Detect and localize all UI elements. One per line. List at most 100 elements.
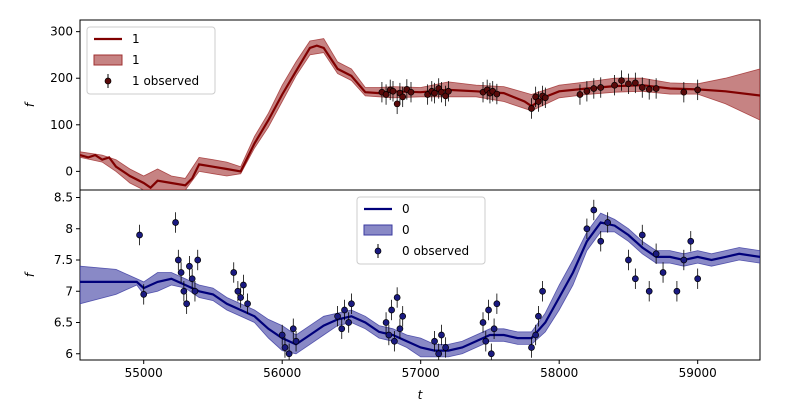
top-observed-point — [431, 89, 438, 97]
bottom-x-tick-label: 58000 — [540, 366, 578, 380]
top-legend-label: 1 — [132, 53, 140, 67]
top-observed-point — [438, 88, 445, 96]
bottom-observed-point — [382, 319, 390, 326]
bottom-observed-point — [285, 350, 293, 358]
top-observed-point — [611, 81, 618, 89]
top-series-group — [80, 38, 760, 190]
top-observed-point — [680, 88, 688, 96]
bottom-observed-point — [289, 325, 297, 333]
bottom-observed-point — [334, 312, 341, 320]
bottom-observed-point — [482, 337, 490, 345]
bottom-observed-point — [385, 331, 393, 339]
bottom-observed-point — [140, 291, 148, 298]
top-observed-point — [583, 87, 591, 95]
bottom-x-tick-label: 59000 — [679, 366, 717, 380]
bottom-observed-point — [652, 250, 660, 258]
top-observed-point — [535, 98, 542, 105]
bottom-observed-point — [348, 300, 355, 308]
bottom-x-tick-label: 56000 — [263, 366, 301, 380]
bottom-observed-point — [172, 219, 179, 226]
bottom-observed-point — [645, 287, 653, 295]
bottom-observed-point — [188, 275, 196, 283]
bottom-observed-point — [528, 344, 535, 351]
bottom-observed-point — [479, 319, 487, 326]
bottom-y-tick-label: 8.5 — [54, 191, 73, 205]
bottom-observed-point — [338, 325, 346, 333]
bottom-x-tick-label: 55000 — [125, 366, 163, 380]
bottom-legend-point-swatch — [374, 247, 382, 255]
top-observed-point — [652, 85, 660, 92]
top-fit-line — [80, 44, 760, 190]
bottom-observed-point — [281, 344, 289, 351]
top-observed-point — [618, 77, 625, 84]
bottom-observed-point — [583, 225, 591, 233]
bottom-x-tick-label: 57000 — [402, 366, 440, 380]
bottom-observed-point — [341, 306, 348, 314]
top-y-tick-label: 0 — [65, 164, 73, 178]
top-legend-label: 1 observed — [132, 74, 199, 88]
bottom-observed-point — [278, 331, 286, 339]
bottom-y-axis-label: f — [23, 271, 37, 277]
bottom-observed-point — [191, 287, 199, 295]
bottom-observed-point — [388, 306, 395, 314]
bottom-y-tick-label: 7.5 — [54, 253, 73, 267]
top-observed-point — [625, 80, 632, 88]
bottom-observed-point — [438, 331, 445, 339]
bottom-observed-point — [186, 262, 193, 270]
bottom-observed-point — [230, 269, 238, 276]
bottom-observed-point — [532, 331, 539, 339]
top-legend-label: 1 — [132, 32, 140, 46]
bottom-observed-point — [487, 350, 495, 358]
top-observed-point — [632, 79, 639, 87]
top-observed-point — [638, 84, 646, 91]
bottom-observed-point — [638, 231, 646, 239]
bottom-observed-point — [244, 300, 251, 308]
bottom-observed-point — [174, 256, 182, 264]
top-observed-point — [393, 100, 401, 108]
bottom-observed-point — [399, 312, 407, 320]
top-observed-point — [528, 105, 535, 112]
bottom-observed-point — [435, 350, 443, 358]
top-y-tick-label: 300 — [50, 25, 73, 39]
top-observed-point — [694, 86, 702, 94]
bottom-observed-point — [687, 237, 695, 245]
bottom-observed-point — [485, 306, 492, 314]
bottom-observed-point — [393, 294, 401, 301]
bottom-legend-label: 0 observed — [402, 244, 469, 258]
top-y-axis-label: f — [23, 101, 37, 107]
bottom-series-group — [80, 199, 760, 360]
top-observed-point — [576, 91, 584, 98]
top-legend-band-swatch — [93, 54, 123, 66]
bottom-observed-point — [632, 275, 639, 283]
bottom-observed-point — [194, 256, 202, 264]
top-observed-point — [645, 86, 653, 93]
top-observed-point — [597, 84, 605, 91]
bottom-y-tick-label: 8 — [65, 222, 73, 236]
bottom-observed-point — [396, 325, 404, 333]
bottom-observed-point — [345, 319, 353, 326]
bottom-observed-point — [442, 344, 449, 351]
bottom-y-tick-label: 7 — [65, 284, 73, 298]
top-legend-point-swatch — [104, 77, 112, 85]
bottom-legend-label: 0 — [402, 223, 410, 237]
bottom-observed-point — [590, 206, 598, 214]
bottom-observed-point — [136, 231, 143, 239]
x-axis-label: t — [418, 388, 424, 400]
bottom-observed-point — [680, 256, 688, 264]
bottom-fit-line — [80, 221, 760, 352]
bottom-observed-point — [240, 281, 247, 289]
top-observed-point — [389, 87, 397, 95]
bottom-observed-point — [490, 325, 498, 333]
bottom-observed-point — [292, 337, 300, 345]
bottom-legend: 0 0 0 observed — [356, 196, 486, 265]
bottom-legend-label: 0 — [402, 202, 410, 216]
bottom-observed-point — [659, 269, 667, 276]
bottom-observed-point — [237, 294, 245, 301]
bottom-observed-point — [535, 312, 542, 320]
top-legend: 1 1 1 observed — [86, 26, 216, 95]
bottom-observed-point — [180, 287, 188, 295]
bottom-observed-point — [673, 287, 681, 295]
bottom-y-tick-label: 6.5 — [54, 316, 73, 330]
bottom-observed-point — [493, 300, 501, 308]
